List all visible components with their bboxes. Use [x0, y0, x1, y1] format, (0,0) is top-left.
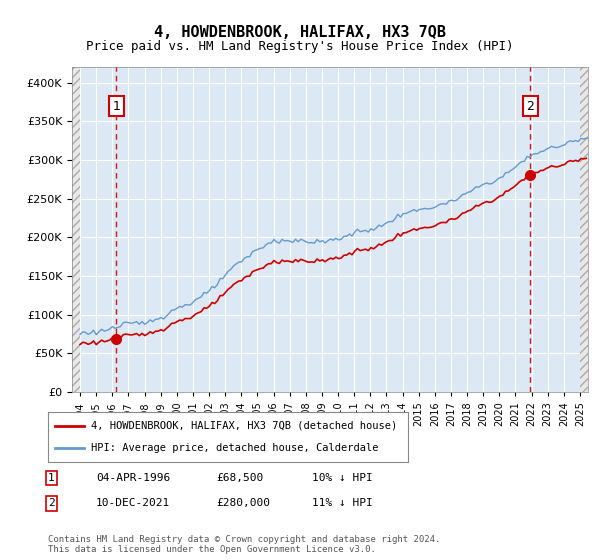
- Text: £280,000: £280,000: [216, 498, 270, 508]
- Bar: [72, 67, 80, 392]
- Text: 10% ↓ HPI: 10% ↓ HPI: [312, 473, 373, 483]
- Text: HPI: Average price, detached house, Calderdale: HPI: Average price, detached house, Cald…: [91, 443, 379, 453]
- Text: 2: 2: [526, 100, 534, 113]
- Text: Price paid vs. HM Land Registry's House Price Index (HPI): Price paid vs. HM Land Registry's House …: [86, 40, 514, 53]
- Text: 2: 2: [48, 498, 55, 508]
- Text: £68,500: £68,500: [216, 473, 263, 483]
- Text: Contains HM Land Registry data © Crown copyright and database right 2024.
This d: Contains HM Land Registry data © Crown c…: [48, 535, 440, 554]
- Bar: [580, 67, 588, 392]
- Text: 10-DEC-2021: 10-DEC-2021: [96, 498, 170, 508]
- Text: 1: 1: [112, 100, 120, 113]
- Text: 1: 1: [48, 473, 55, 483]
- Text: 4, HOWDENBROOK, HALIFAX, HX3 7QB (detached house): 4, HOWDENBROOK, HALIFAX, HX3 7QB (detach…: [91, 421, 397, 431]
- Text: 4, HOWDENBROOK, HALIFAX, HX3 7QB: 4, HOWDENBROOK, HALIFAX, HX3 7QB: [154, 25, 446, 40]
- Text: 11% ↓ HPI: 11% ↓ HPI: [312, 498, 373, 508]
- Text: 04-APR-1996: 04-APR-1996: [96, 473, 170, 483]
